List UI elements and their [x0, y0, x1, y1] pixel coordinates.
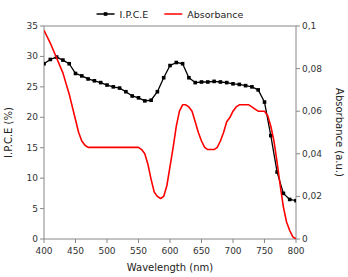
series-marker — [156, 90, 160, 94]
series-marker — [118, 86, 122, 90]
y2-tick-label: 0,06 — [302, 106, 322, 116]
y-tick — [40, 117, 44, 118]
legend-item: Absorbance — [164, 9, 243, 20]
x-axis-label: Wavelength (nm) — [127, 262, 213, 273]
series-marker — [67, 62, 71, 66]
y-tick-label: 10 — [27, 173, 39, 183]
y-tick-label: 5 — [32, 204, 38, 214]
legend-item: I.P.C.E — [97, 9, 149, 20]
y2-tick — [296, 111, 300, 112]
legend: I.P.C.E Absorbance — [97, 9, 244, 20]
x-tick-label: 650 — [193, 246, 210, 256]
x-tick-label: 600 — [161, 246, 178, 256]
x-tick-label: 800 — [287, 246, 304, 256]
series-marker — [219, 80, 223, 84]
plot-frame — [44, 26, 296, 239]
y2-tick-label: 0 — [302, 234, 308, 244]
x-tick-label: 500 — [98, 246, 115, 256]
series-marker — [175, 61, 179, 65]
y2-tick-label: 0,1 — [302, 21, 316, 31]
y-tick-label: 30 — [27, 51, 39, 61]
series-marker — [143, 99, 147, 103]
series-marker — [250, 85, 254, 89]
series-marker — [93, 79, 97, 83]
y-tick-label: 20 — [27, 112, 39, 122]
series-marker — [112, 85, 116, 89]
y-tick-label: 25 — [27, 82, 38, 92]
y-tick-label: 15 — [27, 143, 38, 153]
y2-tick — [296, 153, 300, 154]
y2-tick — [296, 196, 300, 197]
x-tick — [75, 239, 76, 243]
y-tick — [40, 178, 44, 179]
series-marker — [238, 83, 242, 87]
series-marker — [49, 58, 53, 62]
series-marker — [124, 90, 128, 94]
y2-tick-label: 0,02 — [302, 191, 322, 201]
plot-area — [44, 30, 296, 239]
series-marker — [44, 62, 46, 66]
x-tick — [264, 239, 265, 243]
legend-label: I.P.C.E — [120, 9, 149, 20]
y-tick-label: 0 — [32, 234, 38, 244]
y-tick — [40, 208, 44, 209]
x-tick — [296, 239, 297, 243]
x-tick — [107, 239, 108, 243]
series-marker — [200, 80, 204, 84]
y-tick — [40, 26, 44, 27]
series-marker — [105, 83, 109, 87]
legend-swatch — [164, 13, 182, 15]
x-tick — [138, 239, 139, 243]
y-tick — [40, 147, 44, 148]
series-marker — [263, 100, 267, 104]
series-marker — [181, 62, 185, 66]
chart: 400 450 500 550 600 650 700 750 800 0 5 10 15 20 25 30 3… — [0, 0, 348, 277]
y-tick-label: 35 — [27, 21, 38, 31]
y2-tick-label: 0,04 — [302, 149, 322, 159]
y-tick — [40, 56, 44, 57]
x-tick — [170, 239, 171, 243]
y2-axis-label: Absorbance (a.u.) — [334, 88, 345, 177]
series-marker — [256, 88, 260, 92]
x-tick — [201, 239, 202, 243]
series-marker — [149, 98, 153, 102]
series-marker — [193, 81, 197, 85]
series-marker — [168, 64, 172, 68]
x-tick-label: 750 — [256, 246, 273, 256]
y2-tick-label: 0,08 — [302, 64, 322, 74]
series-marker — [99, 81, 103, 85]
series-marker — [74, 72, 78, 76]
series-marker — [80, 74, 84, 78]
series-marker — [288, 198, 292, 202]
x-tick — [44, 239, 45, 243]
series-marker — [137, 96, 141, 100]
series-marker — [212, 80, 216, 84]
series-marker — [162, 76, 166, 80]
series-marker — [294, 199, 296, 203]
y-axis-label: I.P.C.E (%) — [3, 107, 14, 158]
series-line — [44, 30, 296, 239]
y2-tick — [296, 68, 300, 69]
series-marker — [225, 81, 229, 85]
x-tick-label: 450 — [67, 246, 84, 256]
legend-marker — [104, 12, 108, 16]
series-marker — [86, 77, 90, 81]
series-marker — [187, 76, 191, 80]
x-tick-label: 700 — [224, 246, 241, 256]
series-marker — [231, 82, 235, 86]
series-marker — [61, 58, 65, 62]
x-tick-label: 550 — [130, 246, 147, 256]
legend-label: Absorbance — [187, 9, 243, 20]
x-tick — [233, 239, 234, 243]
y-tick — [40, 239, 44, 240]
y2-tick — [296, 239, 300, 240]
y-tick — [40, 86, 44, 87]
x-tick-label: 400 — [35, 246, 52, 256]
series-marker — [130, 94, 134, 98]
series-marker — [206, 80, 210, 84]
series-line — [44, 57, 296, 201]
series-marker — [244, 84, 248, 88]
y2-tick — [296, 26, 300, 27]
